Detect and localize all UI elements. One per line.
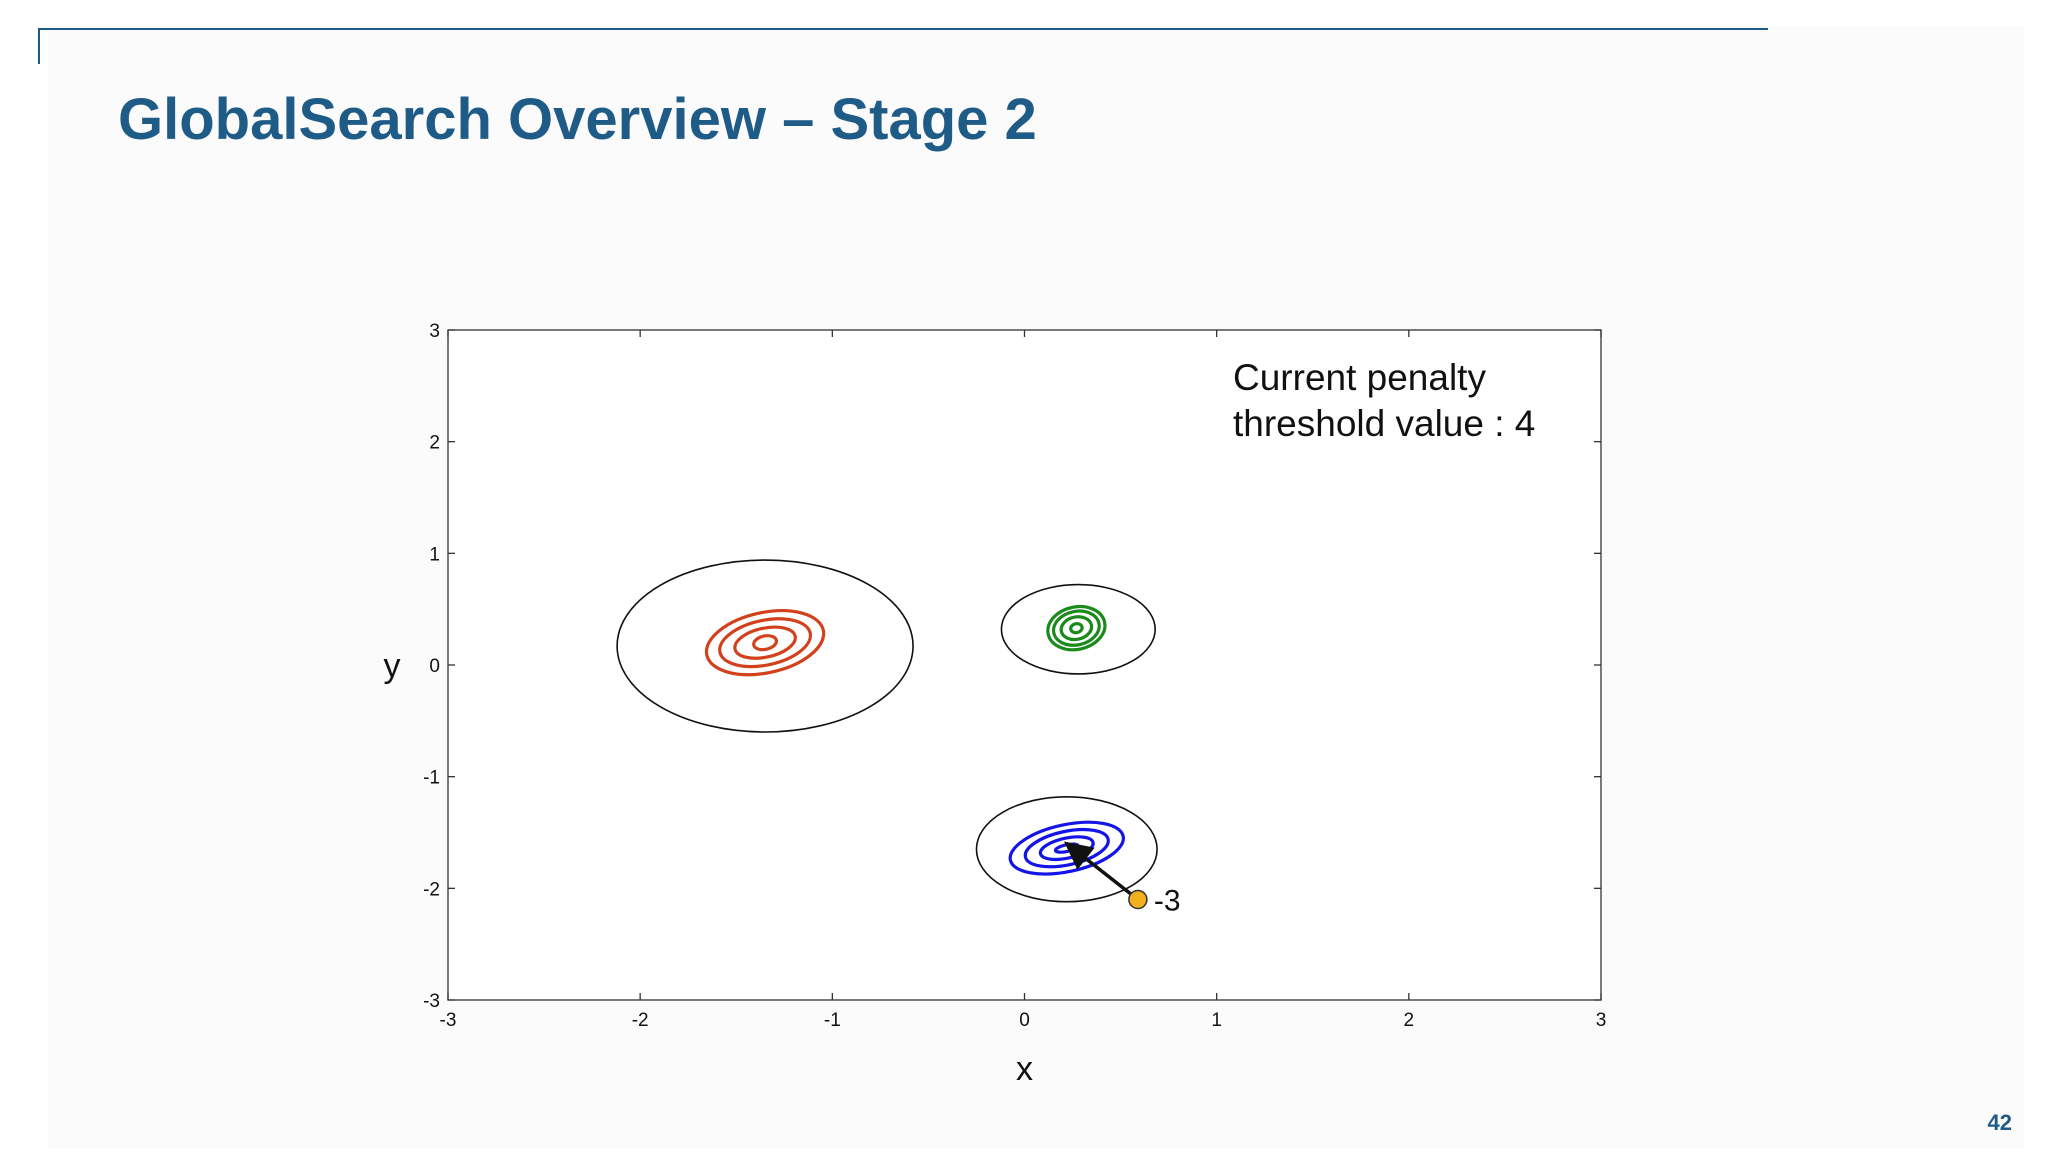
y-tick-label: 2: [429, 433, 440, 454]
contour-line: [1046, 604, 1107, 652]
contour-line: [752, 634, 779, 652]
axis-ticks: -3 -2 -1 0 1 2 3 -3 -2 -1 0 1 2 3: [423, 321, 1606, 1031]
x-tick-label: 0: [1019, 1010, 1030, 1031]
annotation-line-2: threshold value : 4: [1233, 403, 1535, 444]
x-tick-label: 3: [1596, 1010, 1607, 1031]
y-tick-label: 1: [429, 544, 440, 565]
y-tick-label: 0: [429, 656, 440, 677]
trial-point: [1128, 889, 1148, 910]
y-tick-label: -3: [423, 991, 440, 1012]
trial-point-arrow: [1064, 841, 1139, 901]
y-tick-label: 3: [429, 321, 440, 342]
page-number: 42: [1987, 1110, 2012, 1135]
y-axis-label: y: [384, 647, 401, 685]
annotation-line-1: Current penalty: [1233, 357, 1486, 398]
basin-circle: [975, 795, 1158, 903]
basin-2: [1000, 583, 1156, 675]
x-tick-label: 1: [1211, 1010, 1222, 1031]
trial-point-label: -3: [1154, 885, 1181, 918]
trial-point-group: -3: [1064, 841, 1181, 918]
contour-line: [1069, 622, 1084, 635]
x-axis-label: x: [1016, 1050, 1033, 1088]
slide-title: GlobalSearch Overview – Stage 2: [118, 87, 1037, 152]
contour-line: [718, 617, 813, 669]
y-tick-label: -2: [423, 879, 440, 900]
header-rule-tick: [38, 28, 40, 64]
x-tick-label: -2: [632, 1010, 649, 1031]
header-rule: [38, 28, 1768, 30]
contour-line: [704, 609, 826, 677]
contour-line: [1008, 820, 1125, 876]
contour-line: [1051, 609, 1101, 647]
basin-1: [616, 559, 914, 733]
basin-circle: [616, 559, 914, 733]
basin-circle: [1000, 583, 1156, 675]
x-tick-label: -3: [440, 1010, 457, 1031]
x-tick-label: -1: [824, 1010, 841, 1031]
plot-frame: [447, 329, 1602, 1001]
y-tick-label: -1: [423, 768, 440, 789]
x-tick-label: 2: [1404, 1010, 1415, 1031]
contour-line: [733, 625, 797, 660]
contour-line: [1059, 615, 1094, 642]
